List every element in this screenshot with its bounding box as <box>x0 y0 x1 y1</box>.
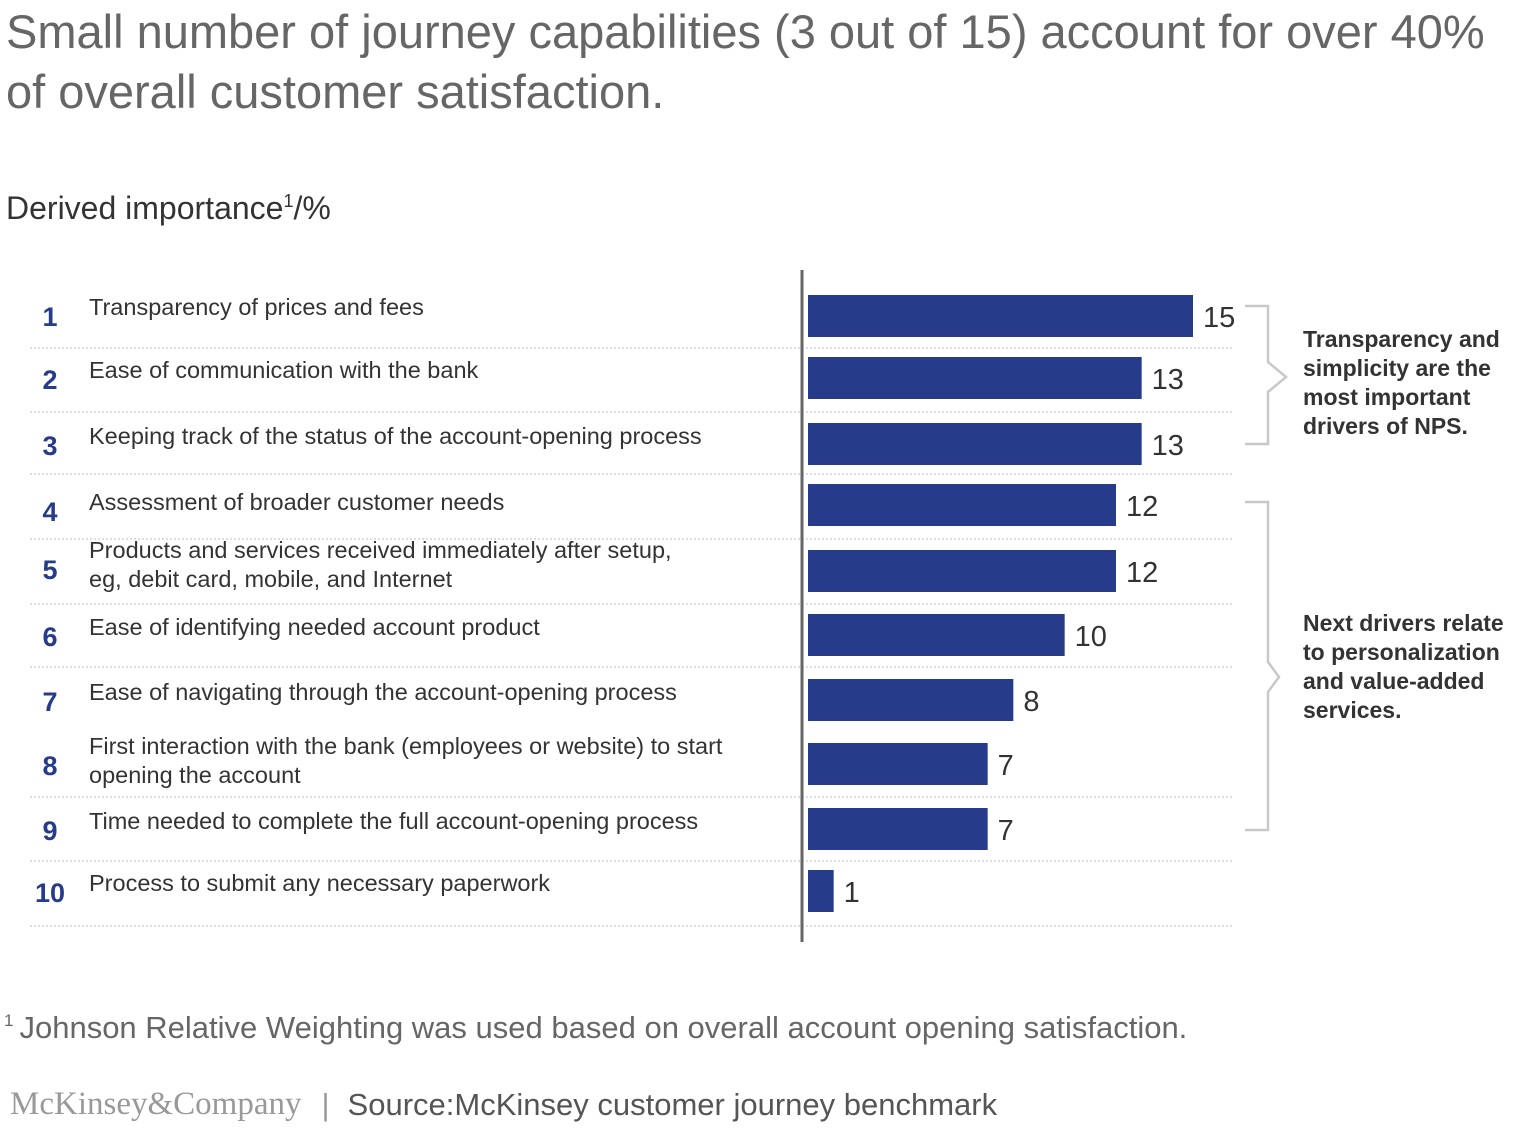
rank-number: 9 <box>42 816 57 846</box>
footer-separator: | <box>321 1086 330 1122</box>
rank-number: 3 <box>42 431 57 461</box>
rank-number: 8 <box>42 751 57 781</box>
rank-number: 5 <box>42 555 57 585</box>
chart-subtitle: Derived importance1/% <box>6 190 331 227</box>
category-label: Process to submit any necessary paperwor… <box>89 870 550 896</box>
footnote: 1 Johnson Relative Weighting was used bas… <box>4 1010 1187 1046</box>
rank-number: 7 <box>42 687 57 717</box>
category-label: Ease of identifying needed account produ… <box>89 614 540 640</box>
annotation-text: to personalization <box>1303 639 1500 665</box>
annotation-text: drivers of NPS. <box>1303 413 1468 439</box>
subtitle-text: Derived importance <box>6 190 284 226</box>
bar <box>808 870 834 912</box>
bar <box>808 423 1142 465</box>
company-logo: McKinsey&Company <box>10 1086 302 1122</box>
data-label: 12 <box>1126 557 1158 589</box>
annotation-text: Next drivers relate <box>1303 610 1504 636</box>
category-label: Transparency of prices and fees <box>89 294 424 320</box>
annotation-text: and value-added <box>1303 668 1484 694</box>
annotation-text: simplicity are the <box>1303 355 1491 381</box>
rank-number: 6 <box>42 622 57 652</box>
data-label: 8 <box>1023 686 1039 718</box>
bar <box>808 550 1116 592</box>
data-label: 13 <box>1152 430 1184 462</box>
category-label: Ease of communication with the bank <box>89 357 479 383</box>
category-label: opening the account <box>89 762 301 788</box>
rank-number: 4 <box>42 497 57 527</box>
data-label: 1 <box>844 877 860 909</box>
category-label: Assessment of broader customer needs <box>89 489 504 515</box>
footnote-marker: 1 <box>4 1011 14 1030</box>
bar <box>808 614 1065 656</box>
rank-number: 1 <box>42 302 57 332</box>
bar <box>808 295 1193 337</box>
category-label: Products and services received immediate… <box>89 537 672 563</box>
bar-chart: 1 Transparency of prices and fees 152 Ease … <box>30 270 1504 942</box>
source-note: Source:McKinsey customer journey benchma… <box>347 1086 998 1122</box>
bar <box>808 743 988 785</box>
annotation-text: services. <box>1303 697 1401 723</box>
chart-title: Small number of journey capabilities (3 … <box>6 5 1485 118</box>
bar <box>808 679 1014 721</box>
annotation-text: Transparency and <box>1303 326 1500 352</box>
group-bracket <box>1245 304 1288 446</box>
annotation-text: most important <box>1303 384 1471 410</box>
data-label: 13 <box>1152 364 1184 396</box>
bar <box>808 808 988 850</box>
bar <box>808 484 1116 526</box>
group-bracket <box>1245 500 1281 832</box>
category-label: eg, debit card, mobile, and Internet <box>89 566 453 592</box>
subtitle-unit: /% <box>293 190 331 226</box>
data-label: 15 <box>1203 302 1235 334</box>
category-label: Keeping track of the status of the accou… <box>89 423 702 449</box>
category-label: Ease of navigating through the account-o… <box>89 679 677 705</box>
footnote-text: Johnson Relative Weighting was used base… <box>19 1010 1188 1045</box>
subtitle-footnote-marker: 1 <box>283 191 294 211</box>
data-label: 7 <box>998 750 1014 782</box>
category-label: First interaction with the bank (employe… <box>89 733 723 759</box>
rank-number: 10 <box>35 878 65 908</box>
category-label: Time needed to complete the full account… <box>89 808 698 834</box>
rank-number: 2 <box>42 365 57 395</box>
bar <box>808 357 1142 399</box>
data-label: 12 <box>1126 491 1158 523</box>
footer: McKinsey&Company | Source:McKinsey custo… <box>10 1086 997 1123</box>
data-label: 10 <box>1075 621 1107 653</box>
data-label: 7 <box>998 815 1014 847</box>
